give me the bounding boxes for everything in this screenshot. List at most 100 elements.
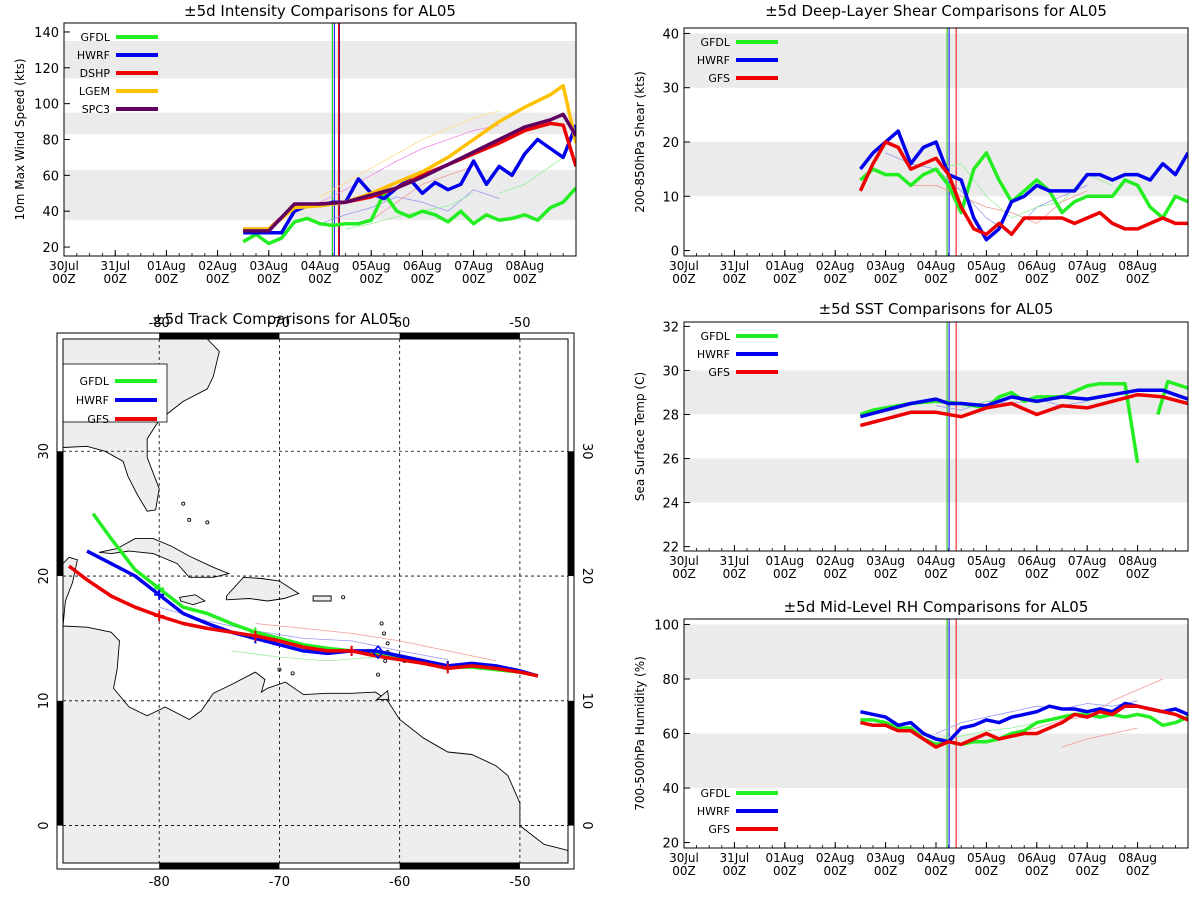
shear-xtick-label-date: 01Aug — [765, 259, 804, 273]
land-cuba — [99, 538, 231, 578]
intensity-series-line-ensemble — [319, 189, 500, 225]
shear-xtick-label-date: 06Aug — [1017, 259, 1056, 273]
rh-xtick-label-hour: 00Z — [975, 864, 999, 878]
track-position-marker — [154, 610, 165, 621]
intensity-legend-label: GFDL — [81, 31, 111, 44]
rh-xtick-label-hour: 00Z — [1075, 864, 1099, 878]
sst-xtick-label-date: 04Aug — [917, 554, 956, 568]
track-border-bar-top — [399, 333, 520, 339]
land-small-island — [383, 658, 388, 663]
intensity-xtick-label-hour: 00Z — [257, 272, 281, 286]
track-border-bar-right — [568, 451, 574, 577]
shear-xtick-label-hour: 00Z — [823, 272, 847, 286]
rh-xtick-label-date: 04Aug — [917, 851, 956, 865]
sst-xtick-label-date: 07Aug — [1068, 554, 1107, 568]
sst-xtick-label-date: 08Aug — [1118, 554, 1157, 568]
shear-xtick-label-hour: 00Z — [1126, 272, 1150, 286]
shear-xtick-label-date: 02Aug — [816, 259, 855, 273]
shear-xtick-label-hour: 00Z — [1025, 272, 1049, 286]
rh-xtick-label-hour: 00Z — [723, 864, 747, 878]
rh-frame — [683, 618, 1189, 849]
rh-series-line-ensemble — [1061, 727, 1138, 748]
rh-xtick-label-hour: 00Z — [874, 864, 898, 878]
sst-xtick-label-date: 01Aug — [765, 554, 804, 568]
sst-xtick-label-date: 02Aug — [816, 554, 855, 568]
shear-series-line-gfs — [858, 140, 1188, 237]
track-outer-frame — [56, 332, 575, 870]
intensity-xtick-label-date: 06Aug — [403, 259, 442, 273]
intensity-legend-label: DSHP — [80, 67, 111, 80]
sst-xtick-label-date: 03Aug — [866, 554, 905, 568]
shear-ylabel: 200-850hPa Shear (kts) — [633, 71, 647, 213]
sst-legend-label: HWRF — [697, 348, 730, 361]
shear-xtick-label-date: 04Aug — [917, 259, 956, 273]
sst-series-line-hwrf — [859, 388, 1188, 419]
land-puerto-rico — [312, 595, 332, 602]
shear-xtick-label-date: 08Aug — [1118, 259, 1157, 273]
rh-shade-band — [684, 733, 1188, 789]
shear-xtick-label-hour: 00Z — [924, 272, 948, 286]
track-lon-label-bottom: -60 — [389, 875, 410, 890]
shear-frame — [683, 27, 1189, 257]
land-small-island — [290, 671, 295, 676]
sst-series-line-gfs — [859, 392, 1188, 428]
intensity-xtick-label-hour: 00Z — [411, 272, 435, 286]
track-lon-label-top: -60 — [389, 316, 410, 331]
sst-legend-label: GFS — [708, 366, 730, 379]
track-lon-label-top: -80 — [149, 316, 170, 331]
shear-ytick-label: 0 — [671, 245, 679, 260]
rh-series-line-ensemble — [935, 700, 1138, 734]
track-lon-label-bottom: -70 — [269, 875, 290, 890]
sst-xtick-label-date: 05Aug — [967, 554, 1006, 568]
track-frame — [62, 338, 569, 864]
track-map: ±5d Track Comparisons for AL05 GFDL HWRF GF… — [37, 310, 594, 890]
track-current-position-marker — [372, 644, 385, 660]
shear-xtick-label-hour: 00Z — [874, 272, 898, 286]
track-lon-label-top: -50 — [509, 316, 530, 331]
shear-series-line-gfdl — [859, 151, 1188, 220]
track-lat-label-left: 10 — [37, 693, 52, 710]
shear-legend-label: GFDL — [701, 36, 731, 49]
intensity-xtick-label-date: 30Jul — [49, 259, 79, 273]
intensity-xtick-label-hour: 00Z — [52, 272, 76, 286]
intensity-ytick-label: 140 — [34, 26, 59, 41]
rh-xtick-label-date: 07Aug — [1068, 851, 1107, 865]
rh-ytick-label: 60 — [662, 728, 679, 743]
intensity-series-line-lgem — [243, 83, 576, 231]
rh-xtick-label-date: 06Aug — [1017, 851, 1056, 865]
track-position-marker — [154, 589, 165, 600]
rh-ytick-label: 20 — [662, 837, 679, 852]
intensity-series-line-ensemble — [370, 166, 474, 221]
land-central-south-america — [63, 556, 568, 863]
track-legend-label: GFS — [87, 413, 109, 426]
shear-ytick-label: 40 — [662, 27, 679, 42]
land-trinidad — [375, 689, 390, 701]
sst-legend-label: GFDL — [701, 330, 731, 343]
rh-ytick-label: 80 — [662, 673, 679, 688]
shear-xtick-label-hour: 00Z — [672, 272, 696, 286]
shear-xtick-label-date: 03Aug — [866, 259, 905, 273]
intensity-series-line-ensemble — [319, 110, 500, 198]
track-position-marker — [250, 630, 261, 641]
rh-xtick-label-date: 02Aug — [816, 851, 855, 865]
intensity-ytick-label: 120 — [34, 62, 59, 77]
sst-xtick-label-date: 31Jul — [720, 554, 750, 568]
track-line-ensemble — [255, 623, 496, 662]
track-lon-label-bottom: -80 — [149, 875, 170, 890]
rh-xtick-label-hour: 00Z — [823, 864, 847, 878]
track-lat-label-left: 20 — [37, 568, 52, 585]
land-small-island — [376, 672, 381, 677]
shear-legend-label: HWRF — [697, 54, 730, 67]
shear-xtick-label-date: 30Jul — [669, 259, 699, 273]
intensity-series-line-ensemble — [319, 124, 500, 203]
shear-ytick-label: 30 — [662, 82, 679, 97]
rh-xtick-label-date: 08Aug — [1118, 851, 1157, 865]
intensity-xtick-label-date: 08Aug — [505, 259, 544, 273]
rh-title: ±5d Mid-Level RH Comparisons for AL05 — [784, 598, 1089, 616]
track-position-marker — [442, 663, 453, 674]
sst-xtick-label-hour: 00Z — [1075, 567, 1099, 581]
land-small-island — [187, 517, 192, 522]
intensity-ytick-label: 60 — [42, 169, 59, 184]
track-border-bar-bottom — [159, 863, 280, 869]
sst-ytick-label: 32 — [662, 320, 679, 335]
